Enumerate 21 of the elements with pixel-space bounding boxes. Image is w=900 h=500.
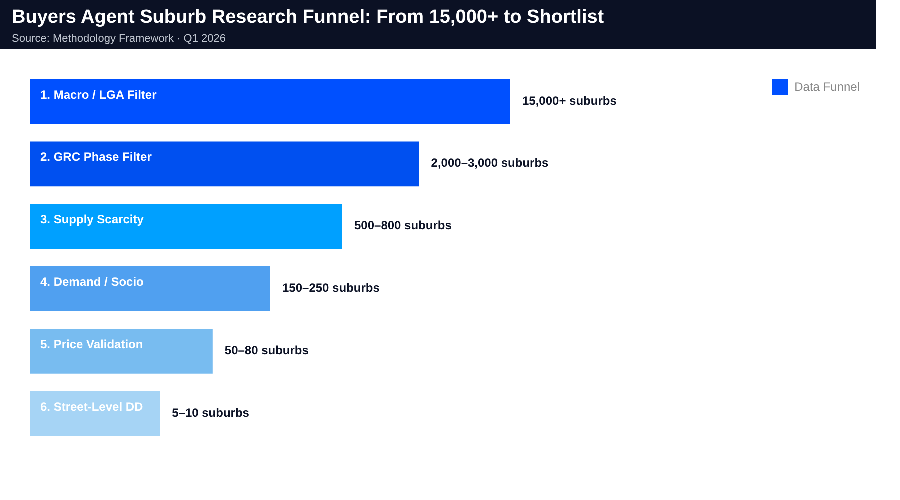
chart-subtitle: Source: Methodology Framework · Q1 2026: [12, 32, 227, 46]
chart-title: Buyers Agent Suburb Research Funnel: From 15,000+ to Shortlist: [12, 6, 606, 30]
y-tick-label: 3. Supply Scarcity: [40, 212, 144, 227]
text: 500–800 suburbs: [354, 218, 452, 233]
bar: [30, 142, 420, 187]
bar: [30, 79, 510, 124]
text: 5–10 suburbs: [172, 406, 250, 420]
legend-label: Data Funnel: [794, 80, 860, 94]
y-tick-label: 6. Street-Level DD: [40, 400, 144, 414]
bar: [30, 204, 342, 250]
text: 150–250 suburbs: [282, 281, 380, 296]
text: 2,000–3,000 suburbs: [431, 156, 549, 170]
text: 50–80 suburbs: [224, 343, 309, 358]
y-tick-label: 2. GRC Phase Filter: [40, 150, 152, 164]
y-tick-label: 5. Price Validation: [40, 337, 144, 352]
bar: [30, 391, 160, 436]
y-tick-label: 1. Macro / LGA Filter: [40, 88, 158, 102]
text: 15,000+ suburbs: [522, 94, 617, 108]
y-tick-label: 4. Demand / Socio: [40, 275, 144, 290]
bar: [30, 266, 270, 312]
bar: [30, 328, 213, 374]
